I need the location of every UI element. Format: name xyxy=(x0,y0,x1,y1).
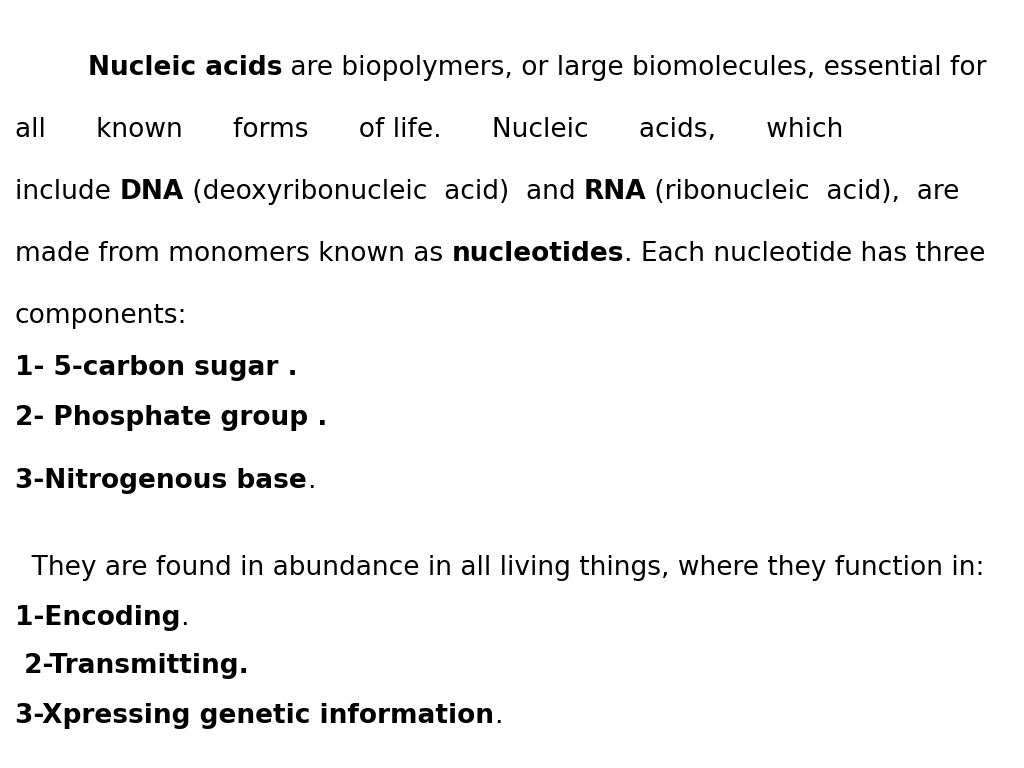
Text: all      known      forms      of life.      Nucleic      acids,      which: all known forms of life. Nucleic acids, … xyxy=(15,117,844,143)
Text: .: . xyxy=(307,468,315,494)
Text: include: include xyxy=(15,179,119,205)
Text: 2- Phosphate group .: 2- Phosphate group . xyxy=(15,405,328,431)
Text: components:: components: xyxy=(15,303,187,329)
Text: They are found in abundance in all living things, where they function in:: They are found in abundance in all livin… xyxy=(15,555,984,581)
Text: (ribonucleic  acid),  are: (ribonucleic acid), are xyxy=(646,179,959,205)
Text: are biopolymers, or large biomolecules, essential for: are biopolymers, or large biomolecules, … xyxy=(283,55,987,81)
Text: made from monomers known as: made from monomers known as xyxy=(15,241,452,267)
Text: . Each nucleotide has three: . Each nucleotide has three xyxy=(624,241,985,267)
Text: 1- 5-carbon sugar .: 1- 5-carbon sugar . xyxy=(15,355,298,381)
Text: nucleotides: nucleotides xyxy=(452,241,624,267)
Text: .: . xyxy=(494,703,503,729)
Text: 2-Transmitting.: 2-Transmitting. xyxy=(15,653,249,679)
Text: .: . xyxy=(180,605,189,631)
Text: 3-Xpressing genetic information: 3-Xpressing genetic information xyxy=(15,703,494,729)
Text: (deoxyribonucleic  acid)  and: (deoxyribonucleic acid) and xyxy=(183,179,584,205)
Text: DNA: DNA xyxy=(119,179,183,205)
Text: 1-Encoding: 1-Encoding xyxy=(15,605,180,631)
Text: RNA: RNA xyxy=(584,179,646,205)
Text: 3-Nitrogenous base: 3-Nitrogenous base xyxy=(15,468,307,494)
Text: Nucleic acids: Nucleic acids xyxy=(15,55,283,81)
